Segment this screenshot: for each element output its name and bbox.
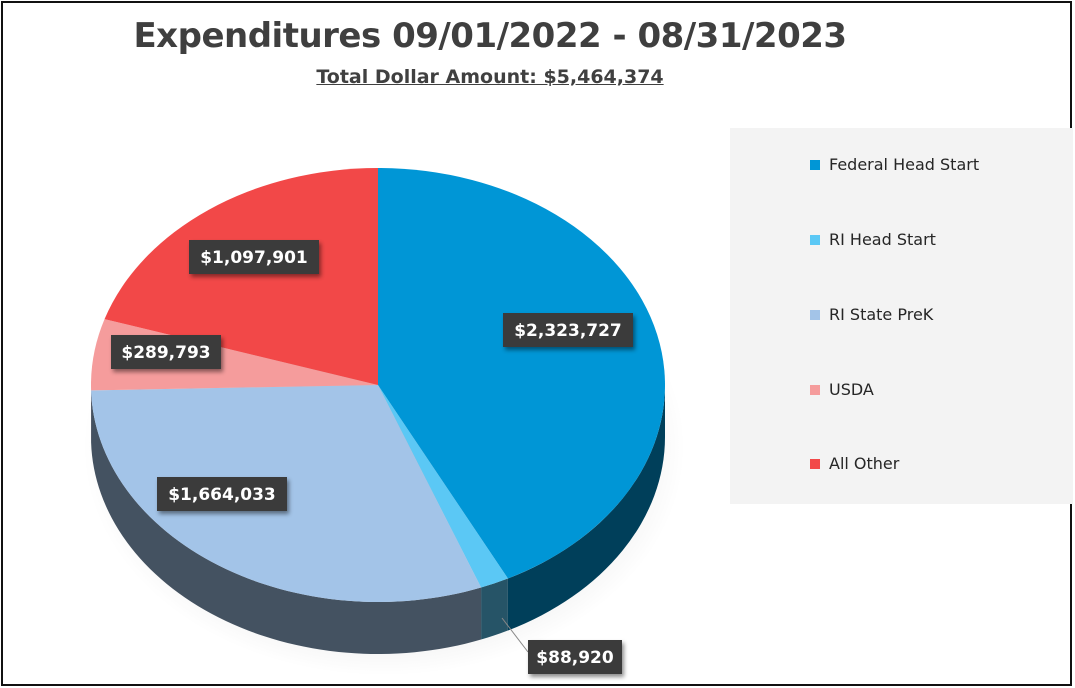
pie-slice-ri-head-start (378, 385, 508, 588)
legend-swatch (810, 234, 820, 245)
legend-item-ri-state-prek: RI State PreK (810, 305, 933, 324)
data-label-box (503, 313, 633, 347)
data-label-ri-state-prek: $1,664,033 (157, 477, 287, 511)
chart-legend: Federal Head Start RI Head Start RI Stat… (730, 128, 1073, 504)
legend-label: RI State PreK (829, 305, 934, 324)
chart-subtitle-text: Total Dollar Amount: $5,464,374 (316, 66, 664, 88)
data-label-text: $289,793 (121, 343, 210, 363)
leader-line-ri-head-start (501, 617, 529, 653)
data-label-text: $88,920 (536, 648, 614, 668)
pie-slice-federal-head-start (378, 168, 666, 579)
pie-side-ri-head-start (481, 578, 508, 640)
pie-side-federal-head-start (507, 385, 665, 631)
legend-swatch (810, 309, 820, 320)
data-label-usda: $289,793 (111, 335, 221, 369)
pie-side-ri-state-prek (91, 390, 482, 654)
data-label-box (157, 477, 287, 511)
data-label-federal-head-start: $2,323,727 (503, 313, 633, 347)
data-label-ri-head-start: $88,920 (528, 640, 622, 674)
data-label-text: $1,097,901 (200, 248, 308, 268)
data-label-text: $1,664,033 (168, 485, 276, 505)
data-label-all-other: $1,097,901 (189, 240, 319, 274)
legend-item-usda: USDA (810, 380, 874, 399)
legend-item-ri-head-start: RI Head Start (810, 230, 936, 249)
chart-subtitle: Total Dollar Amount: $5,464,374 (0, 66, 980, 88)
legend-item-federal-head-start: Federal Head Start (810, 155, 979, 174)
legend-label: Federal Head Start (829, 155, 980, 174)
legend-label: All Other (829, 454, 900, 473)
data-label-text: $2,323,727 (514, 321, 622, 341)
legend-label: USDA (829, 380, 874, 399)
chart-title: Expenditures 09/01/2022 - 08/31/2023 (133, 16, 847, 56)
legend-swatch (810, 159, 820, 170)
data-label-box (189, 240, 319, 274)
legend-swatch (810, 458, 820, 469)
legend-label: RI Head Start (829, 230, 936, 249)
data-label-box (111, 335, 221, 369)
legend-swatch (810, 384, 820, 395)
pie-slice-all-other (104, 168, 378, 385)
legend-item-all-other: All Other (810, 454, 899, 473)
data-label-box (528, 640, 622, 674)
